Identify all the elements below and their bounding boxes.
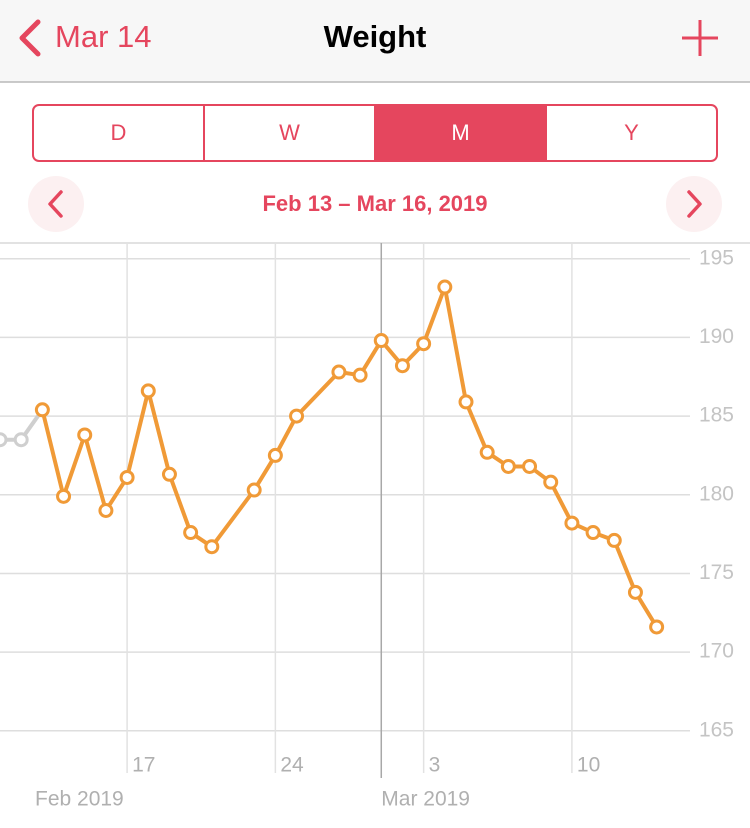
prev-chevron[interactable] — [48, 190, 63, 218]
point — [585, 525, 601, 541]
point — [479, 444, 495, 460]
point — [183, 525, 199, 541]
point — [500, 458, 516, 474]
month-label: Feb 2019 — [35, 788, 124, 811]
add-button[interactable] — [682, 20, 718, 56]
point — [543, 474, 559, 490]
point — [373, 333, 389, 349]
x-tick-label: 3 — [429, 754, 441, 777]
point — [34, 402, 50, 418]
y-tick-label: 180 — [699, 482, 734, 505]
y-tick-label: 190 — [699, 325, 734, 348]
point — [416, 336, 432, 352]
point — [140, 383, 156, 399]
point — [161, 466, 177, 482]
point — [56, 488, 72, 504]
month-label: Mar 2019 — [381, 788, 470, 811]
point — [394, 358, 410, 374]
point — [331, 364, 347, 380]
chart: 165 170 175 180 185 190 195 17 24 3 10 Feb 2019 Mar … — [0, 243, 734, 811]
y-tick-label: 170 — [699, 640, 734, 663]
segment-border — [32, 104, 718, 162]
y-tick-label: 195 — [699, 246, 734, 269]
point — [437, 279, 453, 295]
point — [119, 469, 135, 485]
back-chevron[interactable] — [19, 19, 41, 57]
point — [352, 367, 368, 383]
nav-bar — [0, 0, 750, 82]
point — [98, 503, 114, 518]
point — [0, 432, 8, 448]
point — [77, 427, 93, 443]
point — [649, 619, 665, 635]
point — [606, 532, 622, 548]
date-range: Feb 13 – Mar 16, 2019 — [262, 191, 487, 216]
segment[interactable]: M — [451, 120, 469, 145]
x-tick-label: 17 — [132, 754, 155, 777]
point — [627, 584, 643, 600]
y-tick-label: 175 — [699, 561, 734, 584]
point — [267, 447, 283, 463]
point — [289, 408, 305, 424]
point — [522, 458, 538, 474]
next-button[interactable] — [666, 176, 722, 232]
prev-button[interactable] — [28, 176, 84, 232]
point — [204, 539, 220, 555]
y-tick-label: 185 — [699, 404, 734, 427]
segment-selected — [375, 105, 546, 161]
point — [458, 394, 474, 410]
point — [13, 432, 29, 448]
segment[interactable]: Y — [624, 120, 639, 145]
segment[interactable]: W — [279, 120, 300, 145]
point — [564, 515, 580, 531]
next-chevron[interactable] — [687, 190, 702, 218]
back-button[interactable]: Mar 14 — [55, 19, 151, 54]
segment[interactable]: D — [111, 120, 127, 145]
x-tick-label: 10 — [577, 754, 600, 777]
x-tick-label: 24 — [280, 754, 304, 777]
line — [40, 285, 659, 628]
y-tick-label: 165 — [699, 718, 734, 741]
nav-title: Weight — [324, 19, 427, 54]
point — [246, 482, 262, 498]
